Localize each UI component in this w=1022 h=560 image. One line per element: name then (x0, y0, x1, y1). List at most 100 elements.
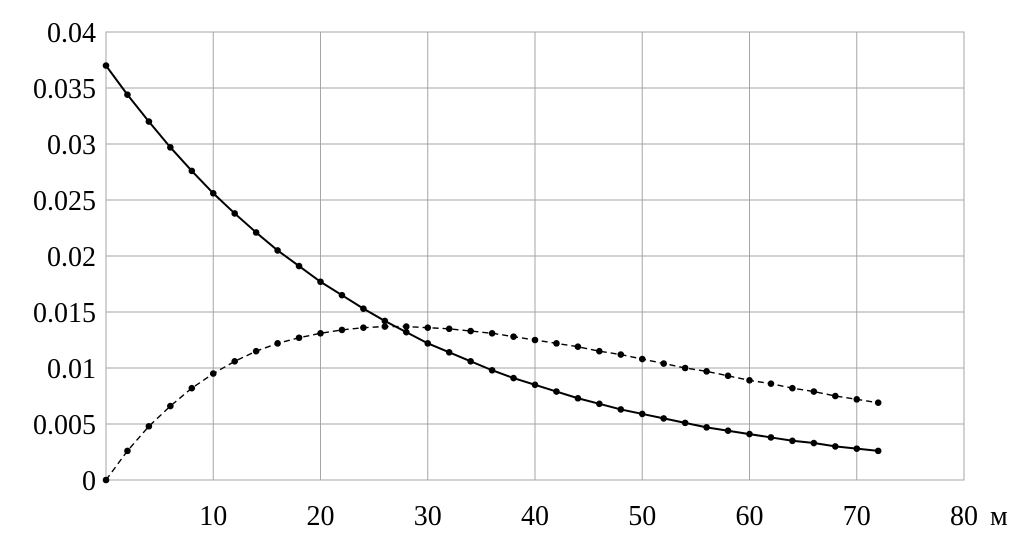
data-point-solid (767, 434, 775, 441)
data-point-dashed (789, 384, 796, 392)
data-point-dashed (102, 476, 110, 484)
data-point-solid (724, 427, 732, 435)
data-point-solid (381, 317, 389, 325)
data-point-dashed (510, 333, 517, 340)
x-tick-label: 10 (199, 501, 227, 532)
y-tick-label: 0.01 (47, 354, 96, 385)
data-point-dashed (145, 422, 153, 430)
data-point-dashed (746, 377, 753, 384)
series-line-dashed (105, 325, 879, 481)
y-tick-label: 0.03 (47, 130, 96, 161)
y-tick-label: 0.02 (47, 242, 96, 273)
data-point-solid (252, 229, 260, 236)
data-point-dashed (295, 334, 303, 342)
data-point-solid (102, 62, 110, 69)
data-point-solid (531, 381, 539, 389)
data-point-dashed (274, 340, 281, 347)
data-point-dashed (832, 392, 839, 400)
data-point-dashed (724, 372, 732, 380)
grid (106, 31, 965, 481)
data-point-dashed (360, 324, 367, 331)
data-point-dashed (231, 357, 238, 365)
x-tick-label: 30 (414, 501, 442, 532)
data-point-solid (553, 388, 560, 395)
data-point-solid (209, 189, 217, 197)
data-point-solid (638, 410, 646, 418)
series-dashed (102, 323, 882, 484)
data-point-dashed (660, 360, 667, 367)
x-tick-label: 50 (628, 501, 656, 532)
data-point-solid (317, 278, 324, 286)
data-point-dashed (403, 323, 410, 330)
y-tick-label: 0.04 (47, 18, 96, 49)
data-point-solid (188, 167, 196, 175)
data-point-dashed (531, 336, 539, 344)
data-point-solid (853, 445, 861, 452)
data-point-dashed (317, 329, 324, 337)
data-point-dashed (467, 327, 474, 335)
data-point-dashed (167, 402, 174, 410)
data-point-dashed (638, 355, 646, 363)
data-point-dashed (681, 364, 689, 372)
x-tick-label: 20 (307, 501, 335, 532)
x-tick-label: 60 (736, 501, 764, 532)
data-point-solid (874, 447, 882, 455)
data-point-solid (789, 437, 796, 445)
y-tick-label: 0.015 (33, 298, 96, 329)
data-point-dashed (381, 323, 389, 330)
data-point-solid (660, 415, 667, 422)
data-point-dashed (124, 447, 131, 455)
series-line-solid (105, 65, 879, 452)
x-tick-label: 40 (521, 501, 549, 532)
data-point-solid (832, 443, 839, 450)
data-point-solid (145, 118, 153, 125)
data-point-dashed (767, 380, 775, 387)
data-point-solid (681, 419, 689, 427)
data-point-solid (810, 439, 818, 447)
x-tick-label: 70 (843, 501, 871, 532)
data-point-dashed (488, 329, 496, 337)
y-tick-label: 0.025 (33, 186, 96, 217)
data-point-dashed (810, 388, 818, 395)
x-axis-unit-label: м (990, 501, 1008, 532)
data-point-solid (596, 400, 603, 408)
y-axis-tick-labels: 0 0.005 0.01 0.015 0.02 0.025 0.03 0.035 0.04 (33, 18, 96, 497)
data-point-solid (295, 262, 303, 270)
data-point-dashed (617, 351, 625, 358)
data-point-solid (703, 424, 710, 431)
data-point-solid (574, 394, 582, 402)
data-point-dashed (574, 343, 582, 351)
data-point-dashed (445, 325, 453, 333)
data-point-dashed (188, 384, 196, 392)
data-point-solid (424, 340, 432, 347)
data-point-dashed (252, 347, 260, 355)
data-point-solid (124, 91, 131, 99)
data-point-solid (467, 357, 474, 365)
series-solid (102, 62, 882, 455)
data-point-dashed (553, 340, 560, 347)
data-point-solid (274, 247, 281, 254)
data-point-dashed (338, 326, 346, 334)
data-point-dashed (703, 368, 710, 375)
data-point-solid (360, 305, 367, 312)
x-axis-tick-labels: 10 20 30 40 50 60 70 80 (199, 501, 978, 532)
data-point-solid (488, 366, 496, 374)
data-point-solid (167, 144, 174, 151)
data-point-dashed (209, 370, 217, 377)
data-point-solid (338, 291, 346, 299)
y-tick-label: 0.005 (33, 410, 96, 441)
data-point-dashed (424, 324, 432, 331)
data-point-dashed (874, 399, 882, 407)
plot-area-frame (105, 31, 965, 481)
data-point-solid (231, 210, 238, 217)
data-point-solid (403, 328, 410, 336)
data-point-dashed (596, 347, 603, 355)
data-point-solid (617, 406, 625, 413)
series-layer (102, 62, 882, 484)
data-point-solid (445, 349, 453, 356)
data-point-solid (510, 374, 517, 382)
data-point-solid (746, 430, 753, 438)
y-tick-label: 0.035 (33, 74, 96, 105)
data-point-dashed (853, 396, 861, 403)
